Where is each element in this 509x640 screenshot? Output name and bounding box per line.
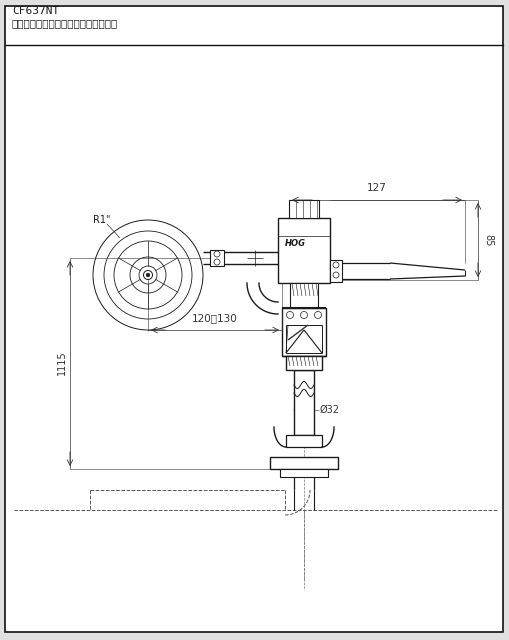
Text: R1": R1" bbox=[93, 215, 110, 225]
Text: 120～130: 120～130 bbox=[192, 313, 238, 323]
Bar bbox=[278, 218, 330, 283]
Text: 85: 85 bbox=[483, 234, 493, 246]
Circle shape bbox=[315, 312, 322, 319]
Circle shape bbox=[146, 273, 150, 276]
Circle shape bbox=[333, 262, 339, 268]
Text: 1115: 1115 bbox=[57, 351, 67, 375]
Text: HOG: HOG bbox=[285, 239, 306, 248]
Bar bbox=[286, 356, 322, 370]
Bar bbox=[294, 370, 314, 435]
Bar bbox=[290, 283, 318, 308]
Text: 手压式马桶冲水阀（加装防虹吸装置）: 手压式马桶冲水阀（加装防虹吸装置） bbox=[12, 18, 118, 28]
Text: 127: 127 bbox=[367, 183, 387, 193]
Bar bbox=[270, 457, 338, 469]
Circle shape bbox=[144, 271, 153, 280]
Bar bbox=[289, 200, 319, 218]
Circle shape bbox=[300, 312, 307, 319]
Circle shape bbox=[214, 251, 220, 257]
Bar bbox=[330, 260, 342, 282]
Circle shape bbox=[287, 312, 294, 319]
Bar bbox=[282, 308, 326, 356]
Bar bbox=[280, 469, 328, 477]
Circle shape bbox=[333, 272, 339, 278]
Text: Ø32: Ø32 bbox=[320, 405, 340, 415]
Bar bbox=[286, 435, 322, 447]
Bar bbox=[210, 250, 224, 266]
Circle shape bbox=[214, 259, 220, 265]
Text: CF637NT: CF637NT bbox=[12, 6, 59, 16]
